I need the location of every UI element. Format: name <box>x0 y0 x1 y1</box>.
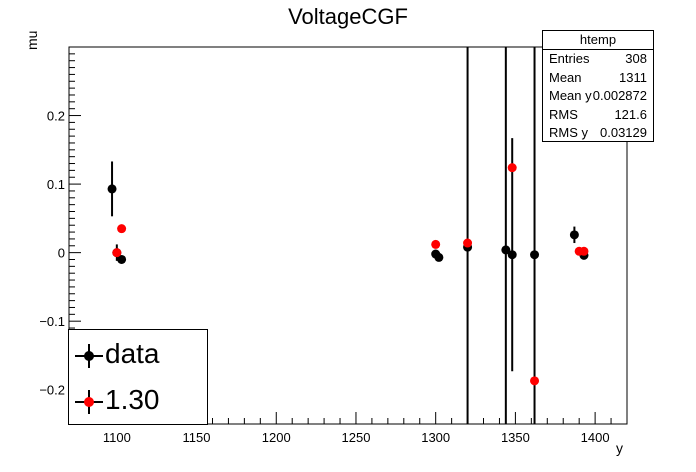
legend: data 1.30 <box>68 329 208 425</box>
data-marks <box>107 47 589 424</box>
data-point <box>501 245 511 255</box>
fit-point <box>530 376 540 386</box>
data-point <box>107 184 117 194</box>
y-tick-label: −0.2 <box>39 383 65 398</box>
stats-row: RMS 121.6 <box>543 106 653 125</box>
stats-value: 308 <box>625 51 647 66</box>
stats-box: htemp Entries 308 Mean 1311 Mean y 0.002… <box>542 30 654 142</box>
y-tick-label: 0.2 <box>47 109 65 124</box>
stats-label: RMS y <box>549 125 588 140</box>
stats-label: Mean y <box>549 88 592 103</box>
x-tick-label: 1150 <box>183 430 211 445</box>
legend-entry-1-30: 1.30 <box>69 382 209 422</box>
stats-title: htemp <box>543 31 653 50</box>
x-tick-label: 1100 <box>103 430 131 445</box>
fit-point <box>463 238 473 248</box>
stats-row: Mean y 0.002872 <box>543 87 653 106</box>
data-point <box>569 230 579 240</box>
fit-point <box>431 239 441 249</box>
x-tick-label: 1350 <box>501 430 530 445</box>
fit-point <box>507 163 517 173</box>
y-tick-label: −0.1 <box>39 314 65 329</box>
data-point <box>117 254 127 264</box>
data-point <box>507 250 517 260</box>
y-tick-label: 0.1 <box>47 177 65 192</box>
x-tick-label: 1250 <box>342 430 371 445</box>
legend-label-data: data <box>105 338 160 369</box>
x-tick-label: 1400 <box>581 430 610 445</box>
y-tick-label: 0 <box>58 246 65 261</box>
legend-label-1-30: 1.30 <box>105 384 160 415</box>
legend-entry-data: data <box>69 336 209 376</box>
stats-value: 121.6 <box>614 106 647 122</box>
legend-marker-1-30 <box>75 390 103 414</box>
fit-point <box>579 246 589 256</box>
data-point <box>530 250 540 260</box>
stats-row: Mean 1311 <box>543 69 653 88</box>
stats-label: RMS <box>549 106 578 122</box>
x-axis-label: y <box>616 440 623 456</box>
frame <box>68 46 628 425</box>
x-tick-label: 1300 <box>421 430 450 445</box>
stats-value: 0.03129 <box>600 125 647 140</box>
x-tick-label: 1200 <box>262 430 291 445</box>
stats-label: Entries <box>549 51 590 66</box>
data-point <box>434 252 444 262</box>
y-axis-label: mu <box>24 30 40 50</box>
legend-marker-data <box>75 344 103 368</box>
chart-title: VoltageCGF <box>288 4 408 29</box>
stats-row: RMS y 0.03129 <box>543 124 653 143</box>
stats-value: 0.002872 <box>592 88 647 103</box>
stats-label: Mean <box>549 69 582 85</box>
axis-ticks: 1100 1150 1200 1250 1300 1350 1400 −0.2 −0.1 0 0.1… <box>39 46 628 445</box>
fit-point <box>112 248 122 258</box>
stats-row: Entries 308 <box>543 50 653 69</box>
stats-value: 1311 <box>619 69 647 85</box>
fit-point <box>117 224 127 234</box>
